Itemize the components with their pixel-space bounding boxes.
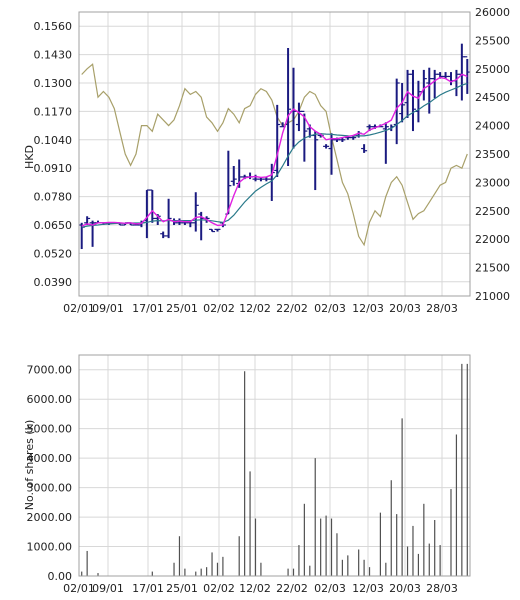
price-y2-tick-label: 24000 [475, 120, 510, 133]
ohlc-bar [209, 228, 216, 233]
ohlc-bar [420, 69, 427, 101]
price-y-tick-label: 0.1040 [34, 134, 73, 147]
volume-x-tick-label: 02/01 [63, 582, 95, 595]
volume-y-tick-label: 6000.00 [27, 393, 73, 406]
volume-x-tick-label: 02/03 [314, 582, 346, 595]
price-y-tick-label: 0.0910 [34, 162, 73, 175]
price-y2-tick-label: 22500 [475, 205, 510, 218]
moving-average-long-line [81, 82, 468, 228]
ohlc-bar [409, 69, 416, 132]
price-x-tick-label: 09/01 [92, 302, 124, 315]
index-series-line [81, 63, 468, 247]
volume-y-tick-label: 5000.00 [27, 423, 73, 436]
ohlc-bar [431, 69, 438, 99]
ohlc-bar [323, 144, 330, 149]
price-y2-tick-label: 23000 [475, 176, 510, 189]
ohlc-bar [230, 166, 237, 186]
price-x-tick-label: 20/03 [389, 302, 421, 315]
volume-bars [81, 363, 468, 576]
price-y-tick-label: 0.1560 [34, 20, 73, 33]
moving-average-short [81, 73, 468, 227]
ohlc-bar [361, 144, 368, 153]
price-y-tick-label: 0.0520 [34, 247, 73, 260]
moving-average-long [81, 82, 468, 228]
price-y2-tick-label: 26000 [475, 6, 510, 19]
volume-y-tick-label: 4000.00 [27, 452, 73, 465]
price-x-tick-label: 12/02 [239, 302, 271, 315]
ohlc-bar [165, 198, 172, 239]
ohlc-bar [382, 122, 389, 164]
price-x-tick-label: 28/03 [426, 302, 458, 315]
ohlc-bar [247, 172, 254, 180]
price-y2-tick-label: 22000 [475, 233, 510, 246]
price-y2-tick-label: 25000 [475, 63, 510, 76]
volume-y-tick-label: 1000.00 [27, 541, 73, 554]
ohlc-bar [252, 174, 259, 182]
price-frame-rect [78, 11, 471, 297]
ohlc-bar [415, 80, 422, 123]
volume-plot-frame [78, 354, 471, 577]
volume-y-tick-label: 0.00 [48, 570, 73, 583]
price-y-tick-label: 0.1430 [34, 49, 73, 62]
index-line [81, 63, 468, 247]
ohlc-bar [301, 110, 308, 162]
volume-x-tick-label: 12/03 [352, 582, 384, 595]
price-y2-tick-label: 23500 [475, 148, 510, 161]
volume-y-tick-label: 3000.00 [27, 482, 73, 495]
price-x-tick-label: 25/01 [166, 302, 198, 315]
volume-frame-rect [78, 354, 471, 577]
price-y2-tick-label: 25500 [475, 34, 510, 47]
price-y2-tick-label: 24500 [475, 91, 510, 104]
price-x-tick-label: 22/02 [276, 302, 308, 315]
ohlc-bar [290, 67, 297, 149]
volume-x-tick-label: 02/02 [203, 582, 235, 595]
price-y-tick-label: 0.0650 [34, 219, 73, 232]
price-x-tick-label: 12/03 [352, 302, 384, 315]
volume-y-tick-label: 7000.00 [27, 364, 73, 377]
moving-average-short-line [81, 73, 468, 227]
price-y2-tick-label: 21000 [475, 290, 510, 303]
ohlc-bar [160, 231, 167, 239]
price-x-tick-label: 02/02 [203, 302, 235, 315]
ohlc-bar [458, 43, 465, 101]
price-y-tick-label: 0.1170 [34, 105, 73, 118]
price-x-tick-label: 17/01 [132, 302, 164, 315]
price-y2-tick-label: 21500 [475, 262, 510, 275]
price-x-tick-label: 02/03 [314, 302, 346, 315]
price-y2-tick-labels: 26000 25500 25000 24500 24000 23500 23000 22500… [475, 6, 510, 303]
price-y-tick-label: 0.0390 [34, 276, 73, 289]
price-y-tick-label: 0.0780 [34, 191, 73, 204]
price-y-axis-title: HKD [23, 145, 36, 169]
volume-x-tick-label: 28/03 [426, 582, 458, 595]
price-y-tick-label: 0.1300 [34, 77, 73, 90]
ohlc-bar [285, 48, 292, 167]
price-x-tick-label: 02/01 [63, 302, 95, 315]
ohlc-bar [274, 104, 281, 177]
price-y-tick-labels: 0.1560 0.1430 0.1300 0.1170 0.1040 0.0910 0.07… [34, 20, 73, 289]
volume-y-tick-label: 2000.00 [27, 511, 73, 524]
volume-x-tick-label: 25/01 [166, 582, 198, 595]
price-plot-frame [78, 11, 471, 297]
ohlc-bar [192, 192, 199, 232]
volume-x-tick-label: 09/01 [92, 582, 124, 595]
ohlc-bar [426, 67, 433, 114]
volume-x-tick-label: 20/03 [389, 582, 421, 595]
volume-grid [78, 355, 470, 577]
ohlc-bar [339, 137, 346, 142]
volume-y-axis-title: No. of shares (k) [23, 420, 36, 511]
price-grid [78, 12, 470, 296]
volume-y-tick-labels: 7000.00 6000.00 5000.00 4000.00 3000.00 2000.… [27, 364, 73, 583]
volume-x-tick-label: 12/02 [239, 582, 271, 595]
ohlc-bar [149, 189, 156, 223]
ohlc-bar [214, 228, 221, 232]
volume-x-tick-label: 22/02 [276, 582, 308, 595]
volume-x-tick-label: 17/01 [132, 582, 164, 595]
